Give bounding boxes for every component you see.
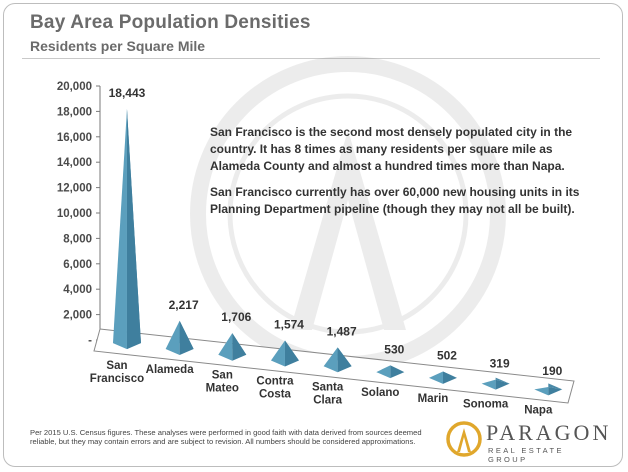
data-label: 319: [490, 357, 510, 371]
bar-face-left: [323, 347, 338, 373]
data-label: 2,217: [169, 298, 199, 312]
bar-face-right: [442, 371, 457, 384]
bar-face-right: [548, 386, 563, 396]
bar-marin: [428, 371, 457, 384]
bar-sonoma: [481, 377, 510, 390]
bar-face-left: [428, 371, 443, 384]
bar-face-right: [390, 365, 405, 379]
bar-face-right: [126, 108, 141, 350]
y-tick-label: 12,000: [57, 183, 92, 195]
bar-face-back: [548, 383, 563, 390]
bar-face-back: [495, 377, 510, 384]
bar-face-left: [112, 108, 127, 350]
data-label: 190: [542, 364, 562, 378]
x-tick-label: Alameda: [146, 364, 195, 376]
annotation-line: Alameda County and almost a hundred time…: [210, 159, 565, 173]
x-tick-label: Marin: [418, 393, 449, 405]
bar-contra-costa: [270, 340, 299, 367]
bar-face-right: [284, 340, 299, 367]
y-tick-label: 18,000: [57, 106, 92, 118]
y-tick-label: -: [88, 335, 92, 347]
x-tick-label: Napa: [524, 404, 553, 416]
data-label: 1,706: [221, 310, 251, 324]
chart-subtitle: Residents per Square Mile: [30, 38, 206, 54]
bar-face-right: [179, 320, 194, 355]
bar-santa-clara: [323, 347, 352, 373]
footer-disclaimer: Per 2015 U.S. Census figures. These anal…: [30, 428, 422, 447]
logo-tagline: REAL ESTATE GROUP: [488, 446, 564, 464]
bar-face-left: [218, 333, 233, 361]
y-tick-label: 14,000: [57, 157, 92, 169]
bar-san-francisco: [112, 108, 141, 350]
bar-face-right: [337, 347, 352, 373]
bar-face-left: [376, 365, 391, 379]
x-tick-label: San Mateo: [206, 370, 239, 395]
annotation-line: San Francisco currently has over 60,000 …: [210, 185, 580, 199]
data-label: 530: [384, 342, 404, 356]
y-tick-label: 8,000: [63, 233, 92, 245]
y-tick-label: 20,000: [57, 81, 92, 93]
x-tick-label: Sonoma: [463, 399, 509, 411]
bar-face-left: [534, 386, 549, 396]
annotation-line: Planning Department pipeline (though the…: [210, 202, 575, 216]
x-tick-label: Solano: [361, 387, 399, 399]
y-tick-label: 10,000: [57, 208, 92, 220]
paragon-logo: PARAGON REAL ESTATE GROUP: [446, 420, 608, 464]
bar-napa: [534, 383, 563, 396]
x-tick-label: Contra Costa: [256, 376, 294, 401]
y-tick-label: 2,000: [63, 310, 92, 322]
x-tick-label: Santa Clara: [312, 381, 344, 406]
bar-face-left: [481, 379, 496, 390]
y-tick-label: 16,000: [57, 132, 92, 144]
chart-title: Bay Area Population Densities: [30, 12, 311, 33]
data-label: 1,574: [274, 318, 304, 332]
data-label: 18,443: [109, 86, 146, 100]
bar-solano: [376, 365, 405, 379]
bar-face-right: [232, 333, 247, 361]
bar-face-left: [165, 320, 180, 355]
x-tick-label: San Francisco: [90, 360, 144, 385]
annotation-line: country. It has 8 times as many resident…: [210, 142, 553, 156]
logo-name: PARAGON: [486, 420, 612, 445]
title-divider: [22, 58, 600, 59]
y-tick-label: 6,000: [63, 259, 92, 271]
bar-face-right: [495, 379, 510, 390]
data-label: 502: [437, 348, 457, 362]
bar-san-mateo: [218, 333, 247, 361]
data-label: 1,487: [327, 324, 357, 338]
bar-face-left: [270, 340, 285, 367]
y-tick-label: 4,000: [63, 284, 92, 296]
annotation-line: San Francisco is the second most densely…: [210, 125, 572, 139]
bar-alameda: [165, 320, 194, 355]
paragon-logo-icon: [446, 421, 482, 457]
